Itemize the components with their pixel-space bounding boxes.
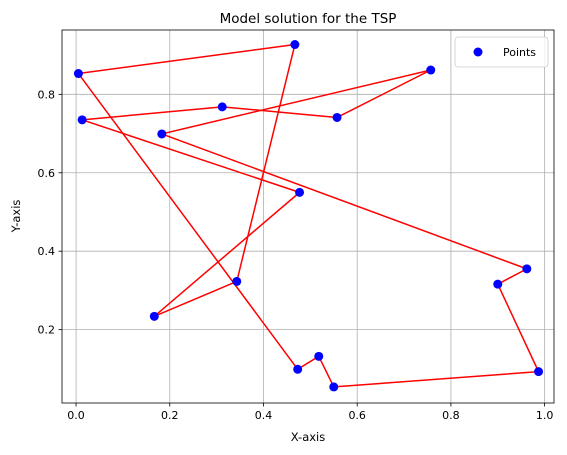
y-tick-label: 0.8 (38, 88, 56, 101)
y-axis-ticks: 0.2 0.4 0.6 0.8 (38, 88, 62, 337)
x-tick-label: 1.0 (536, 409, 554, 422)
data-point (295, 187, 305, 197)
data-point (77, 115, 87, 125)
data-point (73, 69, 83, 79)
x-axis-ticks: 0.0 0.2 0.4 0.6 0.8 1.0 (67, 403, 553, 422)
route-segment (221, 106, 338, 119)
data-point (426, 65, 436, 75)
y-tick-label: 0.6 (38, 167, 56, 180)
chart-title: Model solution for the TSP (220, 11, 397, 27)
x-tick-label: 0.4 (255, 409, 273, 422)
x-tick-label: 0.0 (67, 409, 85, 422)
route-segment (153, 191, 301, 318)
data-point (332, 112, 342, 122)
x-tick-label: 0.2 (161, 409, 179, 422)
route-segment (318, 355, 335, 388)
route-segment (497, 283, 540, 373)
data-point (157, 129, 167, 139)
route-segment (336, 69, 432, 119)
route-segment (77, 72, 299, 371)
legend-marker (473, 47, 483, 57)
y-axis-label: Y-axis (9, 200, 23, 234)
y-tick-label: 0.4 (38, 245, 56, 258)
route-segment (333, 370, 540, 388)
legend: Points (454, 36, 549, 68)
data-point (293, 364, 303, 374)
route-segment (161, 69, 432, 135)
route-segment (81, 119, 301, 194)
route-layer (77, 43, 540, 388)
data-point (522, 264, 532, 274)
data-point (217, 102, 227, 112)
x-tick-label: 0.8 (442, 409, 460, 422)
grid (62, 30, 554, 403)
route-segment (236, 43, 296, 283)
route-segment (497, 268, 528, 285)
data-point (493, 279, 503, 289)
legend-label-points: Points (503, 46, 536, 59)
data-point (314, 351, 324, 361)
points-layer (73, 40, 544, 392)
x-tick-label: 0.6 (348, 409, 366, 422)
data-point (232, 276, 242, 286)
x-axis-label: X-axis (291, 430, 326, 444)
data-point (329, 382, 339, 392)
data-point (290, 40, 300, 50)
route-segment (153, 280, 238, 318)
route-segment (161, 133, 528, 270)
y-tick-label: 0.2 (38, 324, 56, 337)
legend-box (454, 36, 549, 68)
data-point (149, 311, 159, 321)
plot-frame (61, 29, 555, 404)
data-point (534, 367, 544, 377)
route-segment (77, 43, 296, 75)
route-segment (81, 106, 224, 121)
